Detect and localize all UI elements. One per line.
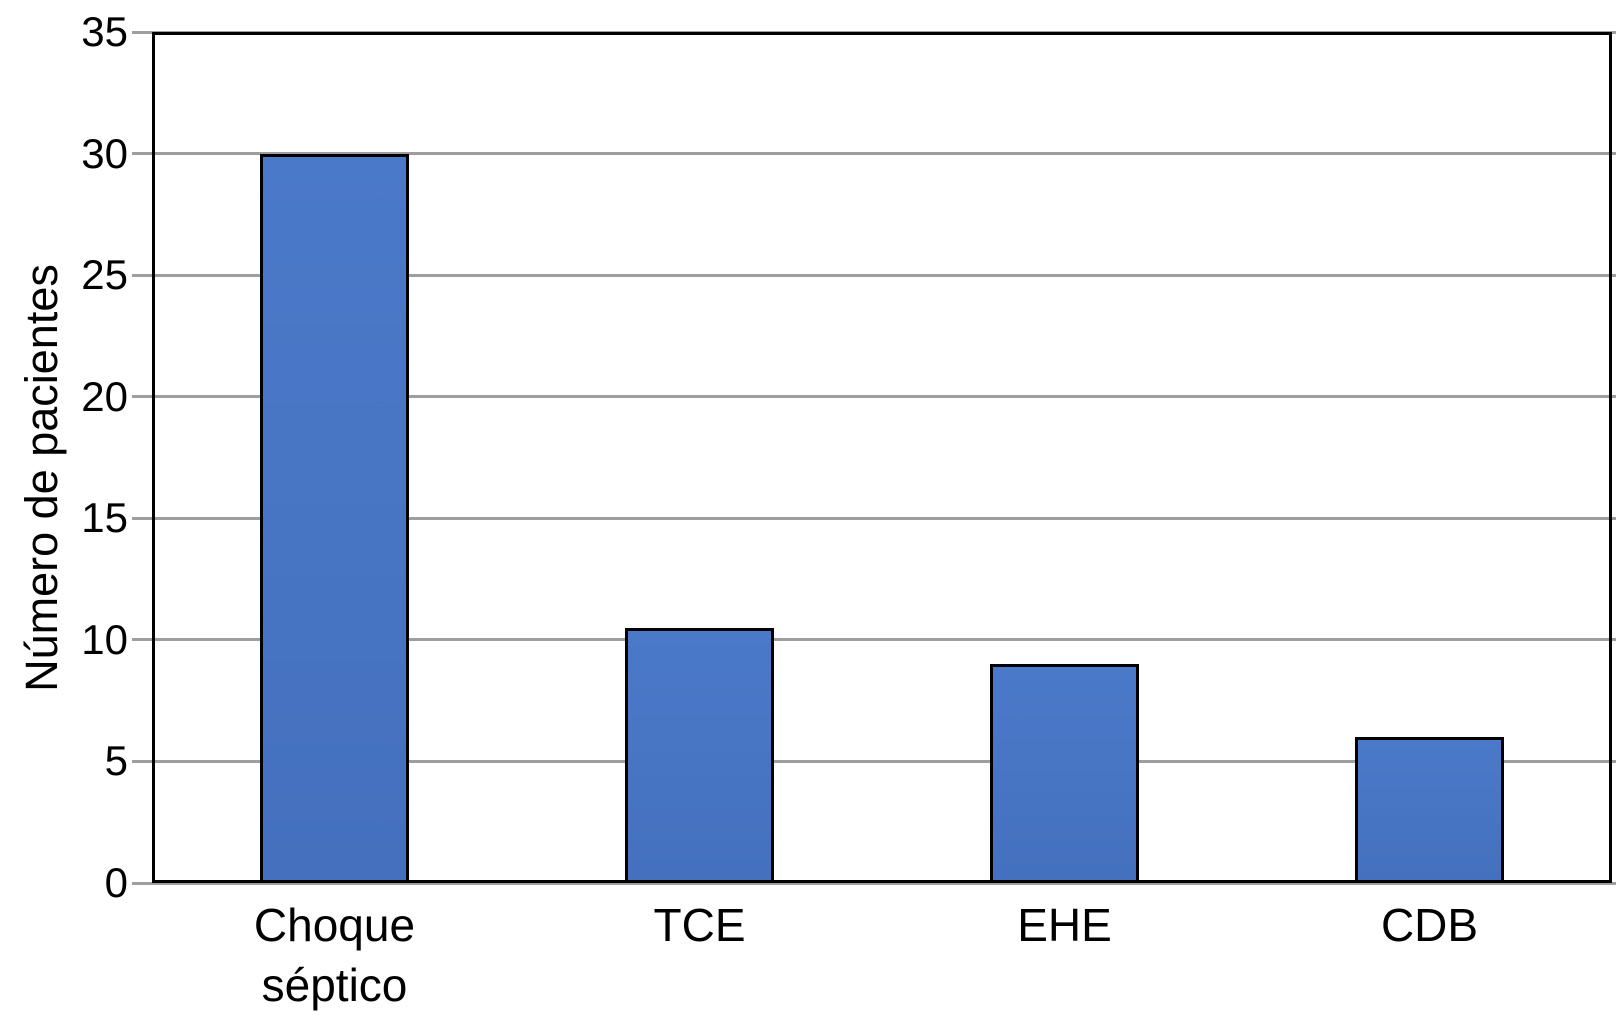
- bar-tce: [625, 627, 774, 883]
- gridline: [132, 638, 1616, 642]
- y-tick-label: 0: [104, 859, 128, 906]
- y-tick-label: 20: [81, 372, 128, 420]
- gridline: [132, 30, 1616, 34]
- y-tick-label: 35: [81, 8, 128, 55]
- x-category-label: EHE: [1017, 899, 1112, 951]
- gridline: [132, 759, 1616, 763]
- plot-area: [132, 30, 1616, 885]
- y-tick-label: 5: [104, 737, 128, 785]
- x-category-label: CDB: [1380, 899, 1479, 951]
- y-tick-label: 10: [81, 615, 128, 663]
- y-tick-label: 25: [81, 251, 128, 299]
- gridline: [132, 273, 1616, 277]
- bar-choque-séptico: [260, 153, 409, 883]
- gridline: [132, 152, 1616, 156]
- bar-cdb: [1355, 737, 1504, 883]
- y-tick-label: 30: [81, 129, 128, 177]
- gridline: [132, 881, 1616, 885]
- gridline: [132, 516, 1616, 520]
- bar-ehe: [990, 664, 1139, 883]
- x-category-label: TCE: [653, 899, 746, 951]
- y-tick-label: 15: [81, 494, 128, 542]
- gridline: [132, 395, 1616, 399]
- x-category-label: Choque séptico: [253, 899, 416, 1011]
